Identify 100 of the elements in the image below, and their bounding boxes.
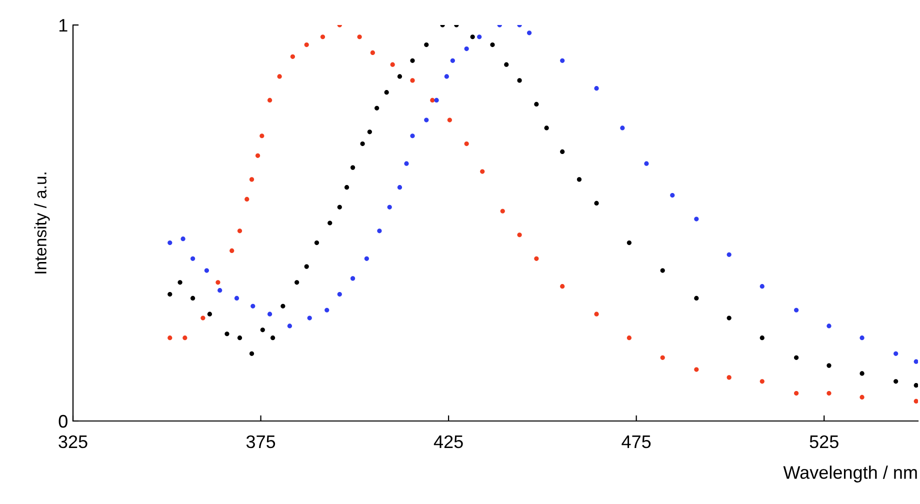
point	[244, 196, 250, 202]
point	[204, 268, 209, 273]
point	[267, 312, 272, 316]
point	[534, 102, 539, 107]
x-tick-label: 375	[246, 435, 276, 448]
point	[367, 130, 372, 134]
point	[168, 336, 172, 340]
point	[410, 134, 415, 138]
point	[726, 316, 732, 320]
point	[544, 126, 549, 130]
point	[534, 256, 539, 261]
point	[517, 78, 522, 83]
point	[670, 192, 675, 198]
point	[374, 106, 380, 110]
point	[260, 134, 264, 138]
point	[324, 308, 330, 312]
point	[914, 383, 918, 388]
y-axis-title: Intensity / a.u.	[34, 172, 50, 274]
point	[470, 34, 475, 40]
point	[560, 284, 565, 289]
point	[894, 351, 898, 356]
point	[357, 34, 362, 40]
point	[249, 351, 254, 356]
point	[200, 316, 206, 320]
point	[249, 177, 254, 182]
y-tick-label: 0	[58, 414, 68, 428]
point	[182, 336, 188, 340]
point	[464, 46, 469, 52]
point	[277, 74, 282, 79]
point	[694, 296, 699, 301]
point	[660, 355, 665, 360]
point	[794, 308, 799, 312]
point	[350, 276, 356, 281]
point	[328, 220, 332, 226]
point	[207, 312, 212, 316]
point	[370, 50, 375, 56]
point	[644, 161, 649, 166]
point	[480, 169, 485, 174]
point	[626, 240, 632, 246]
point	[450, 58, 455, 63]
point	[594, 86, 599, 91]
point	[216, 280, 220, 285]
point	[290, 54, 296, 59]
x-tick-label: 325	[58, 435, 88, 448]
point	[626, 336, 632, 340]
point	[168, 240, 172, 246]
point	[860, 336, 864, 340]
point	[230, 248, 234, 254]
point	[294, 280, 300, 285]
point	[287, 324, 292, 328]
point	[500, 208, 505, 214]
x-tick-label: 425	[434, 435, 463, 448]
point	[464, 141, 469, 146]
point	[726, 375, 732, 380]
point	[560, 58, 565, 63]
point	[397, 185, 402, 190]
point	[794, 355, 799, 360]
point	[444, 74, 449, 79]
point	[384, 90, 389, 95]
x-tick-label: 525	[810, 435, 838, 448]
point	[447, 118, 452, 122]
point	[410, 78, 415, 83]
point	[237, 336, 242, 340]
point	[404, 161, 409, 166]
point	[344, 185, 350, 190]
point	[224, 332, 230, 336]
point	[594, 200, 599, 206]
point	[304, 42, 309, 48]
point	[424, 42, 429, 48]
point	[168, 292, 172, 297]
point	[234, 296, 240, 301]
point	[237, 228, 242, 234]
point	[250, 304, 256, 308]
point	[270, 336, 276, 340]
point	[280, 304, 286, 308]
point	[307, 316, 312, 320]
point	[377, 228, 382, 234]
x-axis-title: Wavelength / nm	[783, 466, 917, 482]
point	[760, 336, 764, 340]
point	[694, 216, 699, 222]
point	[190, 296, 196, 301]
x-tick-label: 475	[622, 436, 651, 448]
point	[760, 379, 764, 384]
point	[350, 165, 356, 170]
point	[364, 256, 369, 261]
point	[267, 98, 272, 103]
point	[430, 98, 435, 103]
point	[914, 398, 918, 404]
point	[360, 141, 365, 146]
point	[860, 371, 864, 376]
point	[180, 236, 186, 242]
point	[218, 288, 222, 293]
point	[390, 62, 395, 67]
y-tick-label: 1	[59, 19, 68, 32]
point	[576, 177, 582, 182]
point	[314, 240, 320, 246]
point	[794, 390, 799, 396]
point	[620, 126, 625, 130]
point	[894, 379, 898, 384]
point	[304, 264, 309, 269]
